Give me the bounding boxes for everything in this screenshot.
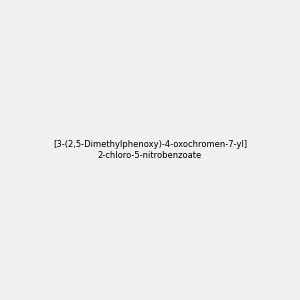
Text: [3-(2,5-Dimethylphenoxy)-4-oxochromen-7-yl] 2-chloro-5-nitrobenzoate: [3-(2,5-Dimethylphenoxy)-4-oxochromen-7-… (53, 140, 247, 160)
